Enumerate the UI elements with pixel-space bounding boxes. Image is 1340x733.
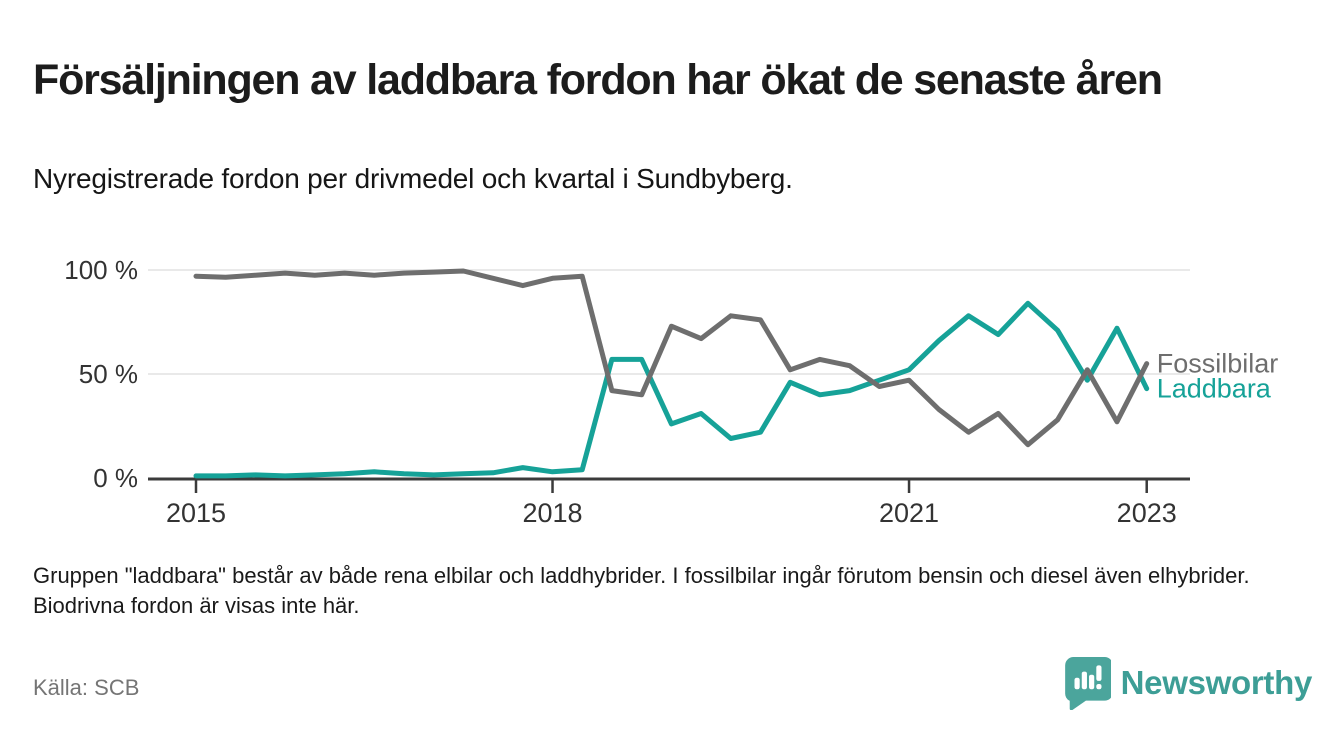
chart-footnote: Gruppen "laddbara" består av både rena e… (33, 563, 1250, 619)
x-axis-label-2015: 2015 (166, 498, 226, 528)
series-line-laddbara (193, 300, 1150, 479)
legend-label-laddbara: Laddbara (1157, 374, 1272, 404)
chart-subtitle: Nyregistrerade fordon per drivmedel och … (33, 163, 793, 194)
exclamation-dot (1095, 684, 1102, 690)
y-axis-label-50: 50 % (79, 359, 138, 389)
legend-label-fossilbilar: Fossilbilar (1157, 349, 1279, 379)
y-axis-label-100: 100 % (64, 255, 138, 285)
speech-bubble-shape (1064, 657, 1111, 710)
x-axis-label-2023: 2023 (1117, 498, 1177, 528)
bar-medium (1088, 674, 1094, 690)
y-axis-label-0: 0 % (93, 463, 138, 493)
newsworthy-logo-text: Newsworthy (1120, 664, 1313, 701)
newsworthy-logo: Newsworthy (1064, 656, 1313, 710)
page-title: Försäljningen av laddbara fordon har öka… (33, 55, 1163, 104)
series-line-fossilbilar (193, 268, 1150, 448)
bar-short (1074, 677, 1080, 690)
line-chart: 100 % 50 % 0 % 2015 2018 2021 2023 FossilbilarL… (64, 255, 1279, 528)
exclamation-stem (1095, 665, 1102, 681)
newsworthy-speech-bubble-icon (1064, 657, 1111, 710)
source-label: Källa: SCB (33, 675, 140, 700)
x-axis-label-2021: 2021 (879, 498, 939, 528)
bar-tall (1081, 671, 1087, 690)
x-axis-label-2018: 2018 (522, 498, 582, 528)
